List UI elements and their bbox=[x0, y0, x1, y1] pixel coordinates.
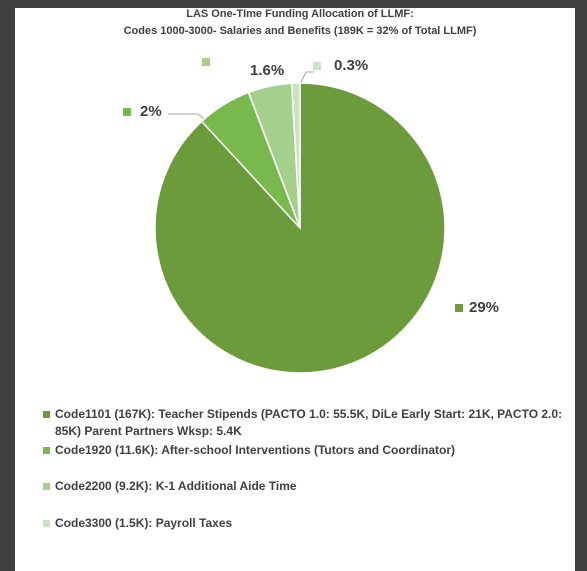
pie-slice bbox=[290, 82, 301, 229]
leader-line bbox=[298, 71, 314, 87]
chart-title: Codes 1000-3000- Salaries and Benefits (… bbox=[124, 25, 477, 37]
label-swatch bbox=[455, 304, 463, 312]
label-swatch bbox=[202, 58, 210, 66]
legend-label: Code3300 (1.5K): Payroll Taxes bbox=[55, 516, 233, 530]
legend-item: Code1101 (167K): Teacher Stipends (PACTO… bbox=[43, 406, 563, 440]
label-swatch bbox=[313, 62, 321, 70]
legend-swatch bbox=[43, 411, 50, 418]
label-swatch bbox=[123, 108, 131, 116]
legend-swatch bbox=[43, 520, 50, 527]
data-label: 29% bbox=[469, 299, 499, 316]
data-label: 0.3% bbox=[334, 57, 368, 74]
legend: Code1101 (167K): Teacher Stipends (PACTO… bbox=[43, 406, 563, 532]
legend-swatch bbox=[43, 483, 50, 490]
data-label: 1.6% bbox=[250, 62, 284, 79]
legend-label: Code1920 (11.6K): After-school Intervent… bbox=[55, 443, 456, 457]
legend-item: Code3300 (1.5K): Payroll Taxes bbox=[43, 515, 563, 532]
legend-label: Code2200 (9.2K): K-1 Additional Aide Tim… bbox=[55, 479, 297, 493]
chart-title: LAS One-TIme Funding Allocation of LLMF: bbox=[186, 8, 414, 20]
legend-label: Code1101 (167K): Teacher Stipends (PACTO… bbox=[55, 407, 563, 438]
data-label: 2% bbox=[140, 103, 162, 120]
legend-swatch bbox=[43, 447, 50, 454]
legend-item: Code2200 (9.2K): K-1 Additional Aide Tim… bbox=[43, 478, 563, 495]
legend-item: Code1920 (11.6K): After-school Intervent… bbox=[43, 442, 563, 459]
